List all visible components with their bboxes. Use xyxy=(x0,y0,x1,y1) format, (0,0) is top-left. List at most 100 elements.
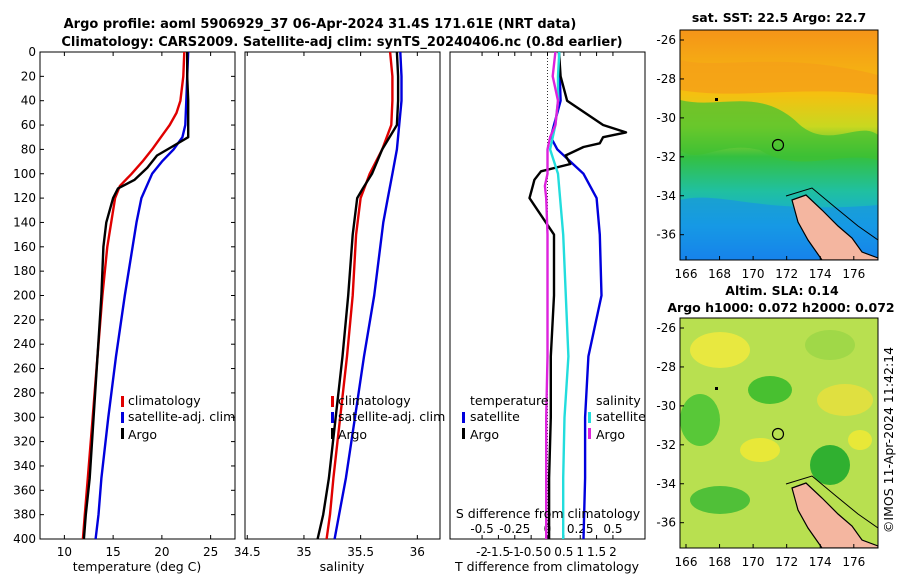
copyright-stamp: ©IMOS 11-Apr-2024 11:42:14 xyxy=(881,347,896,533)
lat-tick-label: -28 xyxy=(656,72,676,86)
temperature-axis: 10 15 20 25 xyxy=(57,52,218,559)
legend-swatch-s-argo xyxy=(588,428,591,439)
x-tick-label: 0 xyxy=(544,545,552,559)
salinity-axis: 34.5 35 35.5 36 xyxy=(234,52,425,559)
lon-tick-label: 168 xyxy=(708,555,731,569)
s-tick-label: -0.25 xyxy=(499,522,530,536)
x-tick-label: -2 xyxy=(476,545,488,559)
y-tick-label: 240 xyxy=(13,337,36,351)
title-line-2: Climatology: CARS2009. Satellite-adj cli… xyxy=(61,35,622,50)
lon-tick-label: 168 xyxy=(708,267,731,281)
series-line-argo xyxy=(316,51,400,540)
y-tick-label: 60 xyxy=(21,118,36,132)
x-tick-label: -1 xyxy=(509,545,521,559)
temperature-legend: climatology satellite-adj. clim Argo xyxy=(121,393,235,442)
lat-tick-label: -30 xyxy=(656,111,676,125)
sst-map: sat. SST: 22.5 Argo: 22.7 -26 -28 -30 -32 -3… xyxy=(656,10,879,281)
lat-tick-label: -34 xyxy=(656,189,676,203)
legend-swatch-climatology xyxy=(331,396,334,407)
lon-tick-label: 174 xyxy=(809,555,832,569)
lat-tick-label: -28 xyxy=(656,360,676,374)
y-tick-label: 280 xyxy=(13,386,36,400)
legend-title-temperature: temperature xyxy=(470,393,549,408)
legend-label-argo: Argo xyxy=(338,427,367,442)
temperature-panel: 0204060801001201401601802002202402602803… xyxy=(13,45,645,574)
series-line-climatology xyxy=(325,51,394,540)
salinity-legend: climatology satellite-adj. clim Argo xyxy=(331,393,445,442)
sst-map-title: sat. SST: 22.5 Argo: 22.7 xyxy=(692,10,866,25)
x-tick-label: 36 xyxy=(410,545,425,559)
series-line-satellite-adj-clim xyxy=(94,51,190,540)
x-tick-label: 34.5 xyxy=(234,545,261,559)
x-tick-label: -1.5 xyxy=(487,545,510,559)
y-tick-label: 320 xyxy=(13,435,36,449)
x-tick-label: 10 xyxy=(57,545,72,559)
difference-series xyxy=(528,51,628,540)
lon-tick-label: 172 xyxy=(775,555,798,569)
sla-map-lon-axis: 166 168 170 172 174 176 xyxy=(675,544,865,569)
legend-swatch-t-satellite xyxy=(462,412,465,423)
x-tick-label: 0.5 xyxy=(554,545,573,559)
x-tick-label: 35 xyxy=(296,545,311,559)
lat-tick-label: -36 xyxy=(656,516,676,530)
legend-swatch-s-satellite xyxy=(588,412,591,423)
lat-tick-label: -26 xyxy=(656,33,676,47)
x-tick-label: 35.5 xyxy=(347,545,374,559)
y-tick-label: 100 xyxy=(13,167,36,181)
y-tick-label: 260 xyxy=(13,362,36,376)
lon-tick-label: 166 xyxy=(675,555,698,569)
lon-tick-label: 170 xyxy=(742,555,765,569)
t-difference-axis: -2-1.5-1-0.5 0 0.5 1 1.5 2 xyxy=(476,52,617,559)
t-difference-xlabel: T difference from climatology xyxy=(454,559,640,574)
sla-map: Altim. SLA: 0.14 Argo h1000: 0.072 h2000… xyxy=(656,283,894,569)
x-tick-label: 25 xyxy=(203,545,218,559)
y-tick-label: 180 xyxy=(13,264,36,278)
series-line-argo xyxy=(82,52,190,540)
lat-tick-label: -34 xyxy=(656,477,676,491)
legend-label-s-argo: Argo xyxy=(596,427,625,442)
y-tick-label: 360 xyxy=(13,483,36,497)
legend-swatch-satellite xyxy=(331,412,334,423)
legend-label-climatology: climatology xyxy=(128,393,201,408)
y-tick-label: 0 xyxy=(28,45,36,59)
series-line-satellite-adj-clim xyxy=(333,51,403,540)
x-tick-label: 1.5 xyxy=(587,545,606,559)
legend-label-satellite: satellite-adj. clim xyxy=(128,409,235,424)
lat-tick-label: -30 xyxy=(656,399,676,413)
legend-swatch-argo xyxy=(121,428,124,439)
x-tick-label: 2 xyxy=(609,545,617,559)
y-tick-label: 40 xyxy=(21,94,36,108)
legend-label-t-satellite: satellite xyxy=(470,409,520,424)
y-tick-label: 20 xyxy=(21,69,36,83)
y-tick-label: 140 xyxy=(13,215,36,229)
x-tick-label: -0.5 xyxy=(519,545,542,559)
y-tick-label: 300 xyxy=(13,410,36,424)
legend-label-satellite: satellite-adj. clim xyxy=(338,409,445,424)
sst-map-lat-axis: -26 -28 -30 -32 -34 -36 xyxy=(656,33,684,242)
legend-label-t-argo: Argo xyxy=(470,427,499,442)
sla-map-lat-axis: -26 -28 -30 -32 -34 -36 xyxy=(656,321,684,530)
temperature-xlabel: temperature (deg C) xyxy=(73,559,202,574)
x-tick-label: 15 xyxy=(105,545,120,559)
float-location-marker xyxy=(771,138,785,152)
temperature-series xyxy=(81,51,190,540)
series-line-s-argo xyxy=(543,51,560,539)
sst-map-lon-axis: 166 168 170 172 174 176 xyxy=(675,256,865,281)
y-tick-label: 220 xyxy=(13,313,36,327)
salinity-xlabel: salinity xyxy=(320,559,365,574)
y-tick-label: 160 xyxy=(13,240,36,254)
lon-tick-label: 170 xyxy=(742,267,765,281)
sla-map-subtitle: Argo h1000: 0.072 h2000: 0.072 xyxy=(667,300,894,315)
lon-tick-label: 174 xyxy=(809,267,832,281)
legend-label-s-satellite: satellite xyxy=(596,409,646,424)
y-tick-label: 80 xyxy=(21,142,36,156)
legend-swatch-argo xyxy=(331,428,334,439)
salinity-panel: 34.5 35 35.5 36 salinity climatology satell… xyxy=(234,51,445,574)
lon-tick-label: 172 xyxy=(775,267,798,281)
y-tick-label: 200 xyxy=(13,289,36,303)
difference-legend: temperature satellite Argo salinity sate… xyxy=(462,393,646,442)
lat-tick-label: -26 xyxy=(656,321,676,335)
legend-swatch-satellite xyxy=(121,412,124,423)
s-difference-xlabel: S difference from climatology xyxy=(456,506,641,521)
